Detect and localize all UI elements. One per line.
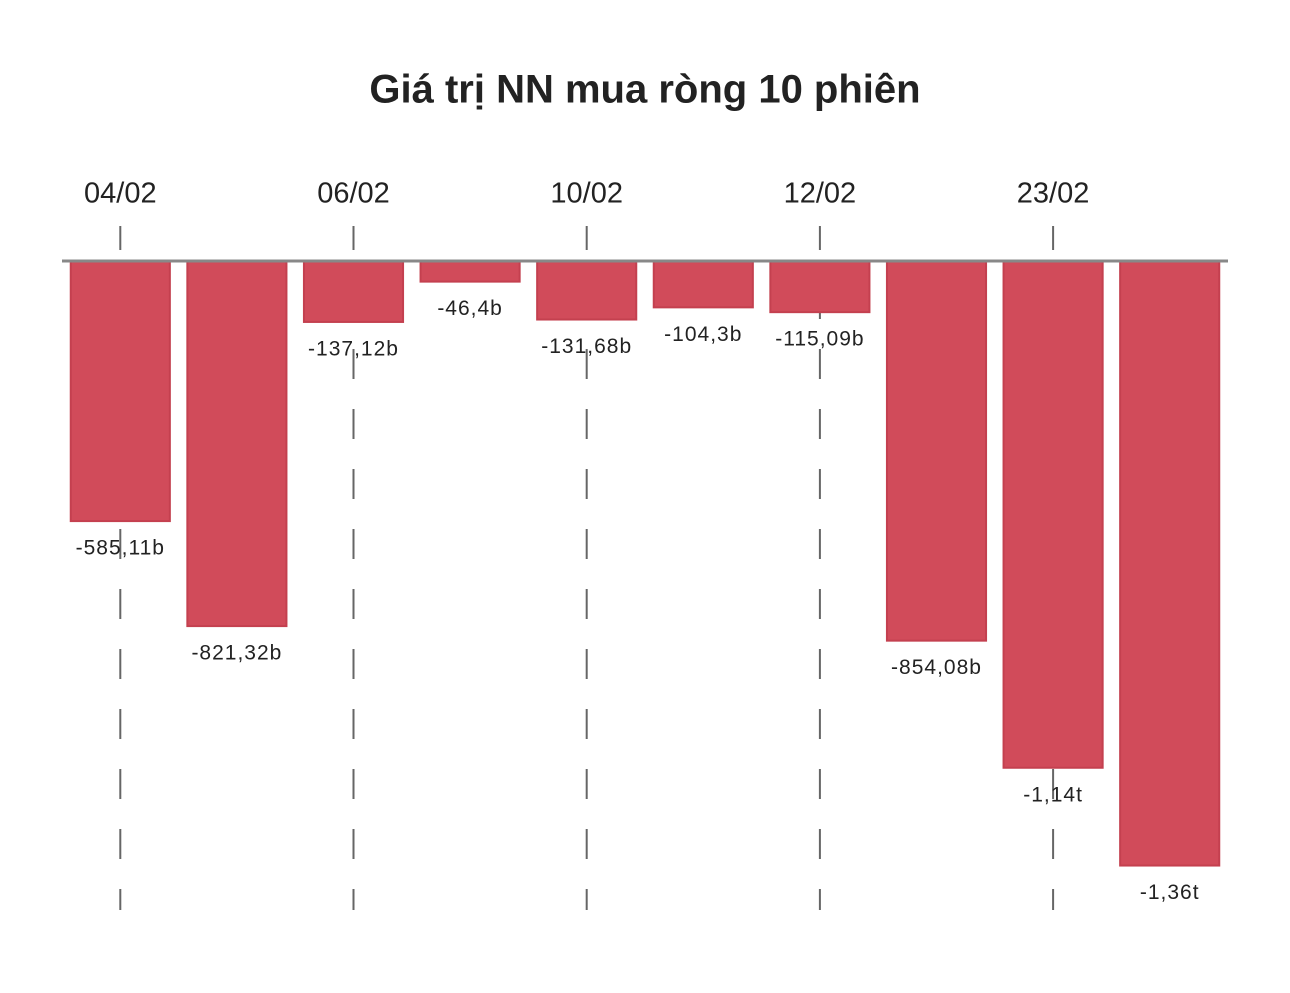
value-label: -821,32b xyxy=(191,642,282,665)
x-tick-label: 12/02 xyxy=(784,178,857,210)
bar xyxy=(1002,260,1104,769)
bar xyxy=(885,260,988,642)
bar xyxy=(186,260,288,628)
bar xyxy=(419,260,521,283)
value-label: -1,36t xyxy=(1140,881,1200,904)
value-label: -104,3b xyxy=(664,323,742,346)
bar xyxy=(302,260,405,323)
bar xyxy=(1119,260,1221,867)
bar xyxy=(652,260,754,309)
value-label: -854,08b xyxy=(891,656,982,679)
value-label: -115,09b xyxy=(775,328,864,351)
x-tick-label: 23/02 xyxy=(1017,178,1090,210)
bar xyxy=(536,260,638,321)
bar xyxy=(69,260,171,523)
x-tick-label: 04/02 xyxy=(84,178,157,210)
chart-title: Giá trị NN mua ròng 10 phiên xyxy=(369,68,920,112)
value-label: -585,11b xyxy=(76,537,165,560)
value-label: -137,12b xyxy=(308,337,399,360)
x-tick-label: 10/02 xyxy=(550,178,623,210)
value-label: -46,4b xyxy=(437,297,503,320)
value-label: -131,68b xyxy=(541,335,632,358)
value-label: -1,14t xyxy=(1023,783,1083,806)
bar xyxy=(769,260,871,314)
x-tick-label: 06/02 xyxy=(317,178,390,210)
